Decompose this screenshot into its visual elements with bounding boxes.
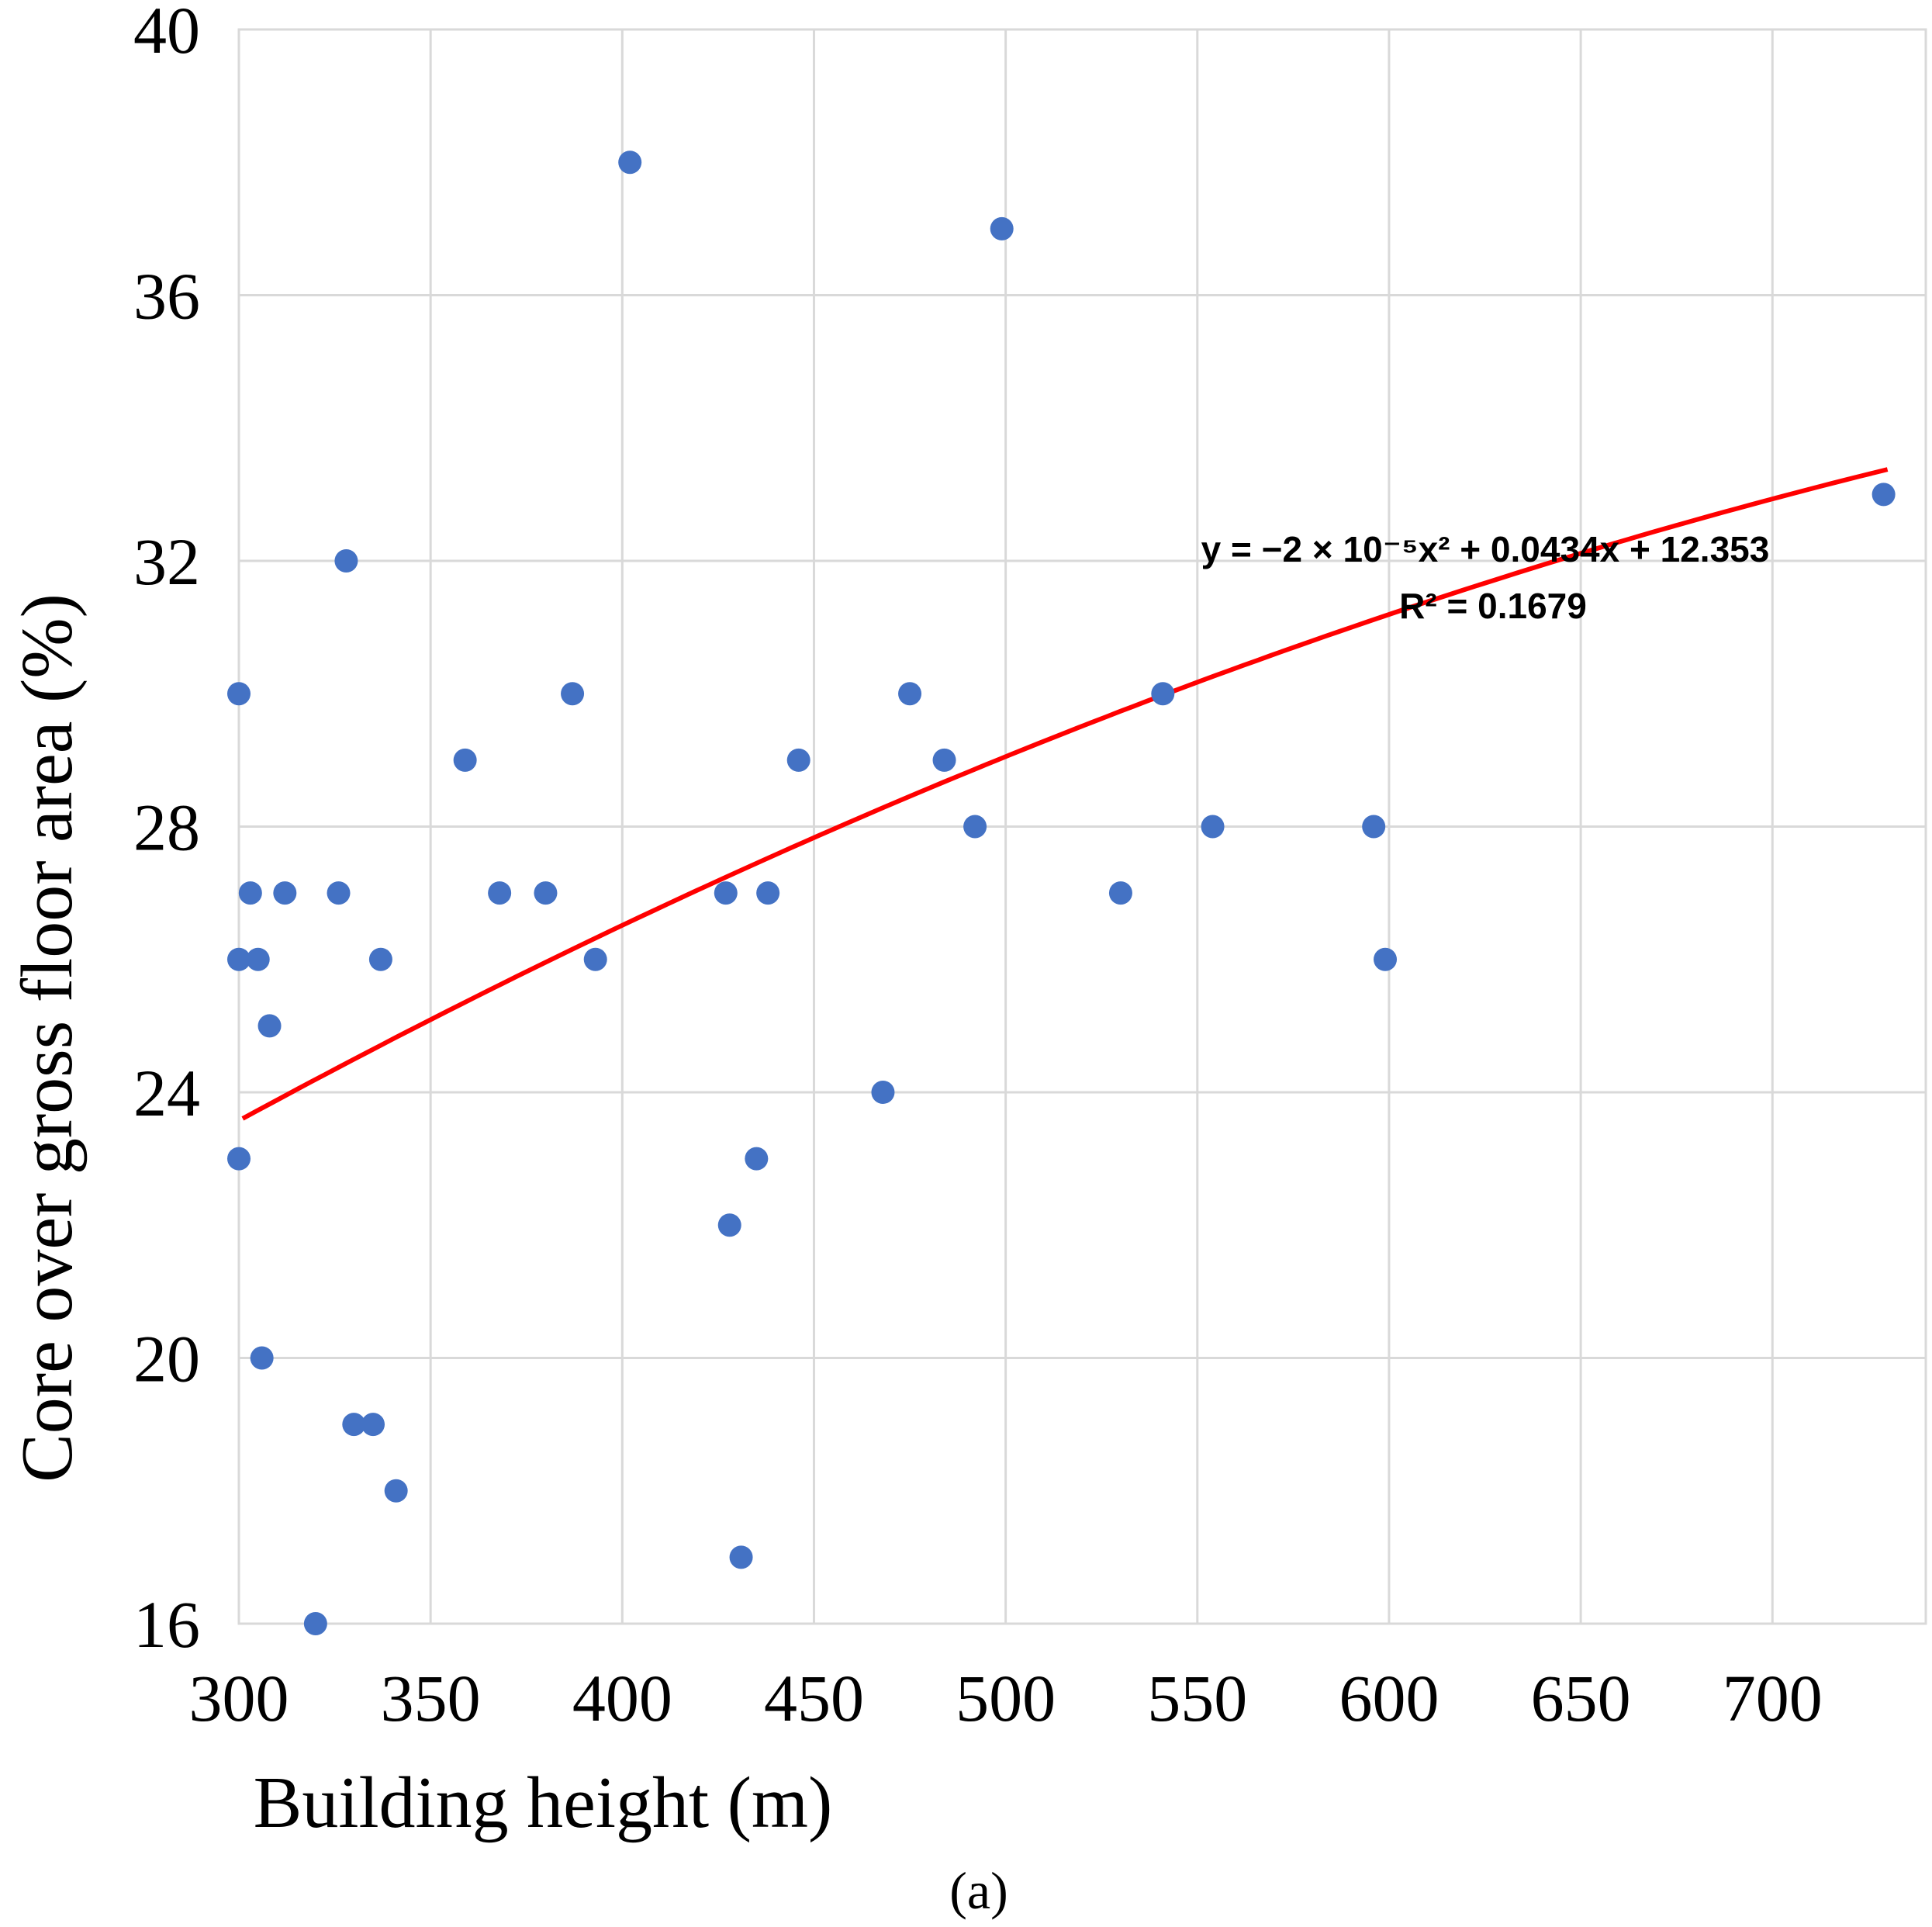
x-tick-label: 450 bbox=[764, 1661, 864, 1735]
gridlines bbox=[237, 28, 1927, 1625]
trendline-r-squared: R² = 0.1679 bbox=[1399, 586, 1587, 626]
data-point bbox=[246, 947, 270, 971]
data-point bbox=[1362, 815, 1386, 839]
x-axis-ticks: 300 350 400 450 500 550 600 650 700 bbox=[189, 1661, 1823, 1735]
data-point bbox=[488, 881, 512, 905]
data-point bbox=[990, 216, 1014, 240]
data-point bbox=[257, 1014, 282, 1038]
data-point bbox=[618, 150, 642, 175]
data-point bbox=[1872, 483, 1896, 507]
figure-caption: (a) bbox=[949, 1861, 1007, 1920]
data-point bbox=[871, 1081, 895, 1104]
data-point bbox=[745, 1147, 769, 1171]
y-tick-label: 24 bbox=[133, 1056, 200, 1130]
data-point bbox=[334, 549, 358, 573]
data-point bbox=[273, 881, 297, 905]
y-axis-ticks: 16 20 24 28 32 36 40 bbox=[133, 0, 200, 1662]
data-point bbox=[384, 1479, 408, 1503]
trendline-equation: y = −2 × 10⁻⁵x² + 0.0434x + 12.353 bbox=[1201, 529, 1770, 569]
data-point bbox=[238, 881, 262, 905]
data-point bbox=[756, 881, 780, 905]
x-tick-label: 500 bbox=[956, 1661, 1056, 1735]
x-tick-label: 550 bbox=[1147, 1661, 1247, 1735]
data-point bbox=[453, 748, 477, 772]
data-point bbox=[342, 1413, 366, 1437]
y-axis-title: Core over gross floor area (%) bbox=[7, 593, 88, 1482]
data-point bbox=[1151, 682, 1175, 706]
data-point bbox=[250, 1346, 274, 1370]
data-point bbox=[1374, 947, 1398, 971]
polynomial-trendline bbox=[241, 467, 1889, 1121]
x-tick-label: 600 bbox=[1339, 1661, 1439, 1735]
data-point bbox=[227, 947, 251, 971]
data-point bbox=[227, 682, 251, 706]
data-point bbox=[561, 682, 585, 706]
data-point bbox=[898, 682, 922, 706]
data-point bbox=[717, 1213, 741, 1237]
y-tick-label: 20 bbox=[133, 1322, 200, 1396]
data-point bbox=[327, 881, 351, 905]
y-tick-label: 28 bbox=[133, 791, 200, 865]
x-tick-label: 350 bbox=[381, 1661, 481, 1735]
trendline-group bbox=[241, 467, 1889, 1121]
x-tick-label: 700 bbox=[1723, 1661, 1823, 1735]
data-point bbox=[932, 748, 956, 772]
y-tick-label: 36 bbox=[133, 259, 200, 334]
data-point bbox=[1201, 815, 1225, 839]
x-axis-title: Building height (m) bbox=[254, 1763, 833, 1843]
data-point bbox=[361, 1413, 385, 1437]
data-points bbox=[227, 150, 1896, 1635]
data-point bbox=[714, 881, 738, 905]
x-tick-label: 650 bbox=[1531, 1661, 1631, 1735]
data-point bbox=[1108, 881, 1132, 905]
data-point bbox=[729, 1545, 753, 1569]
x-tick-label: 400 bbox=[572, 1661, 672, 1735]
data-point bbox=[786, 748, 810, 772]
data-point bbox=[534, 881, 558, 905]
y-tick-label: 16 bbox=[133, 1587, 200, 1662]
y-tick-label: 40 bbox=[133, 0, 200, 67]
x-tick-label: 300 bbox=[189, 1661, 289, 1735]
y-tick-label: 32 bbox=[133, 524, 200, 599]
data-point bbox=[368, 947, 392, 971]
data-point bbox=[583, 947, 607, 971]
data-point bbox=[303, 1612, 327, 1635]
data-point bbox=[227, 1147, 251, 1171]
data-point bbox=[963, 815, 987, 839]
